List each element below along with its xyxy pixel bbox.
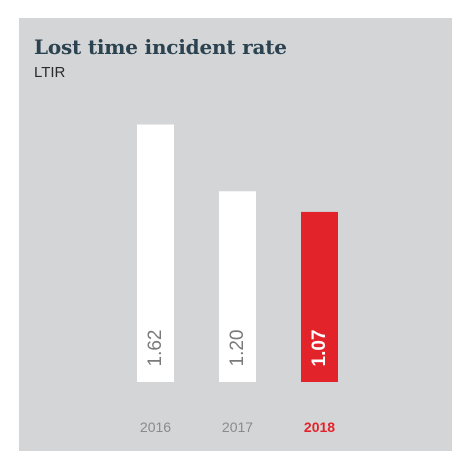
value-label-2016: 1.62 bbox=[145, 330, 166, 367]
bar-2017 bbox=[219, 191, 256, 382]
bar-2018 bbox=[301, 211, 338, 382]
value-label-2018: 1.07 bbox=[309, 330, 330, 367]
chart-subtitle: LTIR bbox=[34, 64, 66, 81]
category-label-2017: 2017 bbox=[222, 419, 253, 435]
category-label-2018: 2018 bbox=[304, 419, 335, 435]
chart-title: Lost time incident rate bbox=[34, 35, 287, 59]
category-label-2016: 2016 bbox=[140, 419, 171, 435]
bar-2016 bbox=[137, 124, 174, 383]
value-label-2017: 1.20 bbox=[227, 330, 248, 367]
